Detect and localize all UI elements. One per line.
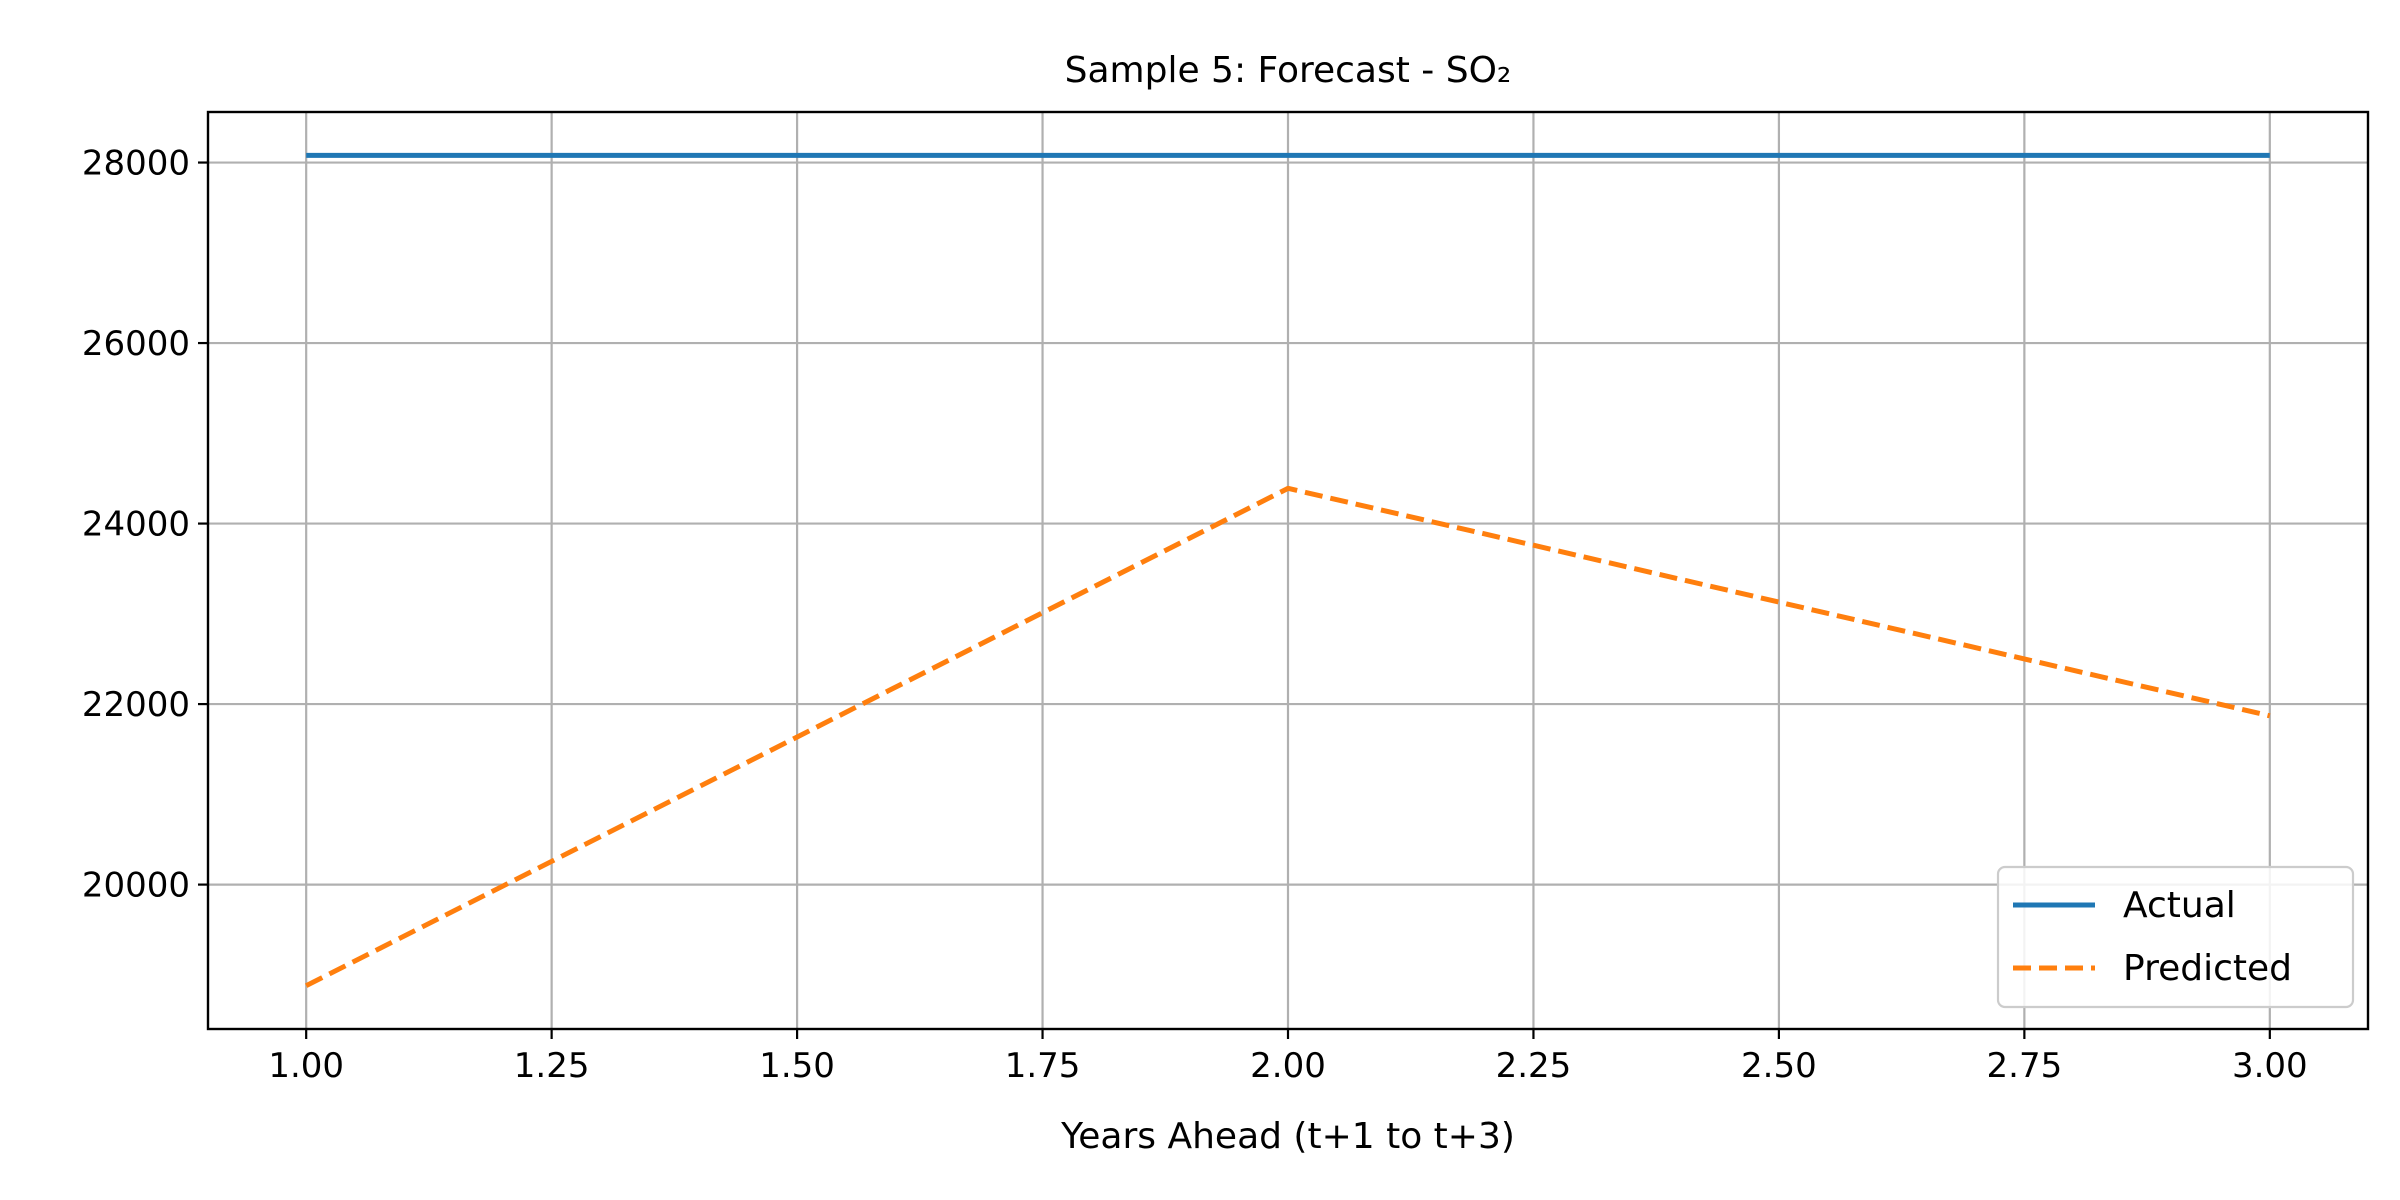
legend-label-predicted: Predicted (2123, 948, 2292, 989)
y-tick-label: 26000 (82, 324, 190, 364)
series-line-predicted (305, 485, 2271, 988)
x-tick-label: 2.50 (1741, 1046, 1817, 1086)
x-axis-label: Years Ahead (t+1 to t+3) (1060, 1116, 1515, 1157)
legend-label-actual: Actual (2123, 885, 2236, 926)
axis-ticks: 1.00 1.25 1.50 1.75 2.00 2.25 2.50 2.75 3.00 2000… (82, 144, 2308, 1086)
x-tick-label: 2.75 (1987, 1046, 2063, 1086)
x-tick-label: 1.25 (514, 1046, 590, 1086)
y-tick-label: 22000 (82, 685, 190, 725)
x-tick-label: 1.75 (1005, 1046, 1081, 1086)
x-tick-label: 3.00 (2232, 1046, 2308, 1086)
y-tick-label: 28000 (82, 144, 190, 184)
chart-title: Sample 5: Forecast - SO₂ (1065, 50, 1512, 91)
y-tick-label: 20000 (82, 866, 190, 906)
legend: Actual Predicted (1996, 865, 2355, 1009)
x-tick-label: 1.50 (759, 1046, 835, 1086)
series-lines (305, 152, 2271, 988)
x-tick-label: 1.00 (268, 1046, 344, 1086)
y-tick-label: 24000 (82, 505, 190, 545)
legend-box (1996, 865, 2355, 1009)
x-tick-label: 2.25 (1496, 1046, 1572, 1086)
x-tick-label: 2.00 (1250, 1046, 1326, 1086)
